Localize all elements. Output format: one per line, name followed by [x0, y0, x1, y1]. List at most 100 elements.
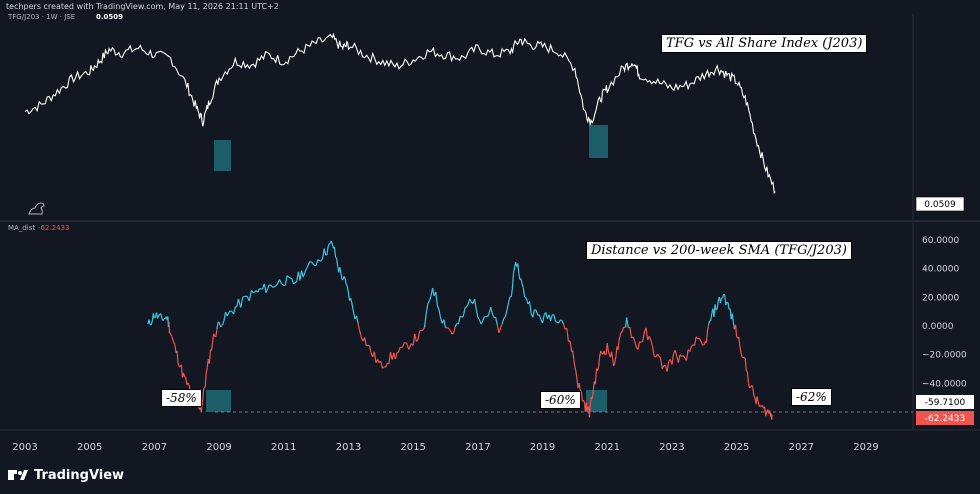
ma-dist-segment — [683, 356, 685, 358]
ma-dist-segment — [219, 322, 221, 327]
ma-dist-segment — [327, 247, 328, 254]
ma-dist-segment — [630, 327, 632, 338]
x-tick-label: 2005 — [77, 442, 102, 453]
ma-dist-segment — [739, 337, 740, 346]
ma-dist-segment — [512, 274, 513, 289]
ma-dist-segment — [488, 313, 490, 317]
ma-dist-segment — [243, 296, 245, 297]
ma-dist-segment — [279, 280, 281, 284]
ma-dist-segment — [703, 345, 705, 346]
ma-dist-segment — [576, 372, 577, 380]
ma-dist-segment — [649, 336, 651, 340]
ma-dist-segment — [260, 289, 262, 290]
ma-dist-segment — [465, 307, 467, 308]
ma-dist-segment — [171, 334, 172, 336]
ma-dist-segment — [460, 316, 462, 317]
ma-dist-segment — [183, 373, 184, 377]
ma-dist-segment — [241, 297, 243, 307]
ma-dist-segment — [513, 268, 514, 274]
ma-dist-segment — [604, 351, 605, 355]
ma-dist-segment — [620, 332, 621, 335]
ma-dist-segment — [455, 323, 457, 326]
ma-dist-segment — [444, 320, 446, 328]
ma-dist-segment — [407, 343, 409, 349]
ma-dist-segment — [324, 249, 326, 256]
ma-dist-segment — [347, 287, 348, 294]
ma-dist-segment — [587, 408, 588, 411]
ma-dist-segment — [173, 339, 174, 342]
ma-dist-segment — [230, 311, 232, 312]
ma-dist-segment — [224, 312, 226, 321]
ma-dist-segment — [217, 322, 218, 329]
ma-dist-segment — [522, 284, 523, 288]
footer-brand[interactable]: TradingView — [8, 466, 124, 484]
ma-dist-segment — [428, 301, 430, 304]
ma-dist-segment — [344, 276, 345, 279]
ma-dist-segment — [186, 377, 187, 385]
callout-2020: -60% — [540, 391, 581, 409]
ma-dist-segment — [720, 298, 721, 303]
ma-dist-segment — [732, 314, 733, 323]
ma-dist-segment — [439, 310, 441, 318]
ma-dist-segment — [615, 357, 616, 363]
ma-dist-segment — [358, 324, 360, 331]
ma-dist-segment — [574, 360, 575, 367]
ma-dist-segment — [395, 353, 397, 359]
ma-dist-segment — [405, 343, 407, 344]
ma-dist-segment — [389, 352, 391, 364]
ma-dist-segment — [277, 280, 279, 285]
ma-dist-segment — [205, 374, 206, 385]
ma-dist-segment — [750, 387, 751, 388]
lower-y-ticks: 60.000040.000020.00000.0000−20.0000−40.0… — [922, 236, 967, 389]
ma-dist-segment — [525, 297, 527, 298]
ma-dist-segment — [316, 260, 318, 266]
ma-dist-segment — [502, 319, 504, 325]
footer-brand-text: TradingView — [34, 468, 124, 483]
ma-dist-segment — [504, 317, 506, 319]
upper-last-price-text: 0.0509 — [924, 200, 956, 210]
ma-dist-segment — [622, 327, 623, 331]
lower-plot — [148, 241, 772, 420]
lower-level-line-text: -59.7100 — [925, 398, 966, 408]
ma-dist-segment — [616, 347, 617, 357]
ma-dist-segment — [539, 315, 541, 319]
ma-dist-segment — [163, 319, 164, 321]
ma-dist-segment — [533, 310, 535, 318]
ma-dist-segment — [744, 357, 745, 359]
upper-price-series[interactable] — [25, 34, 775, 192]
x-tick-label: 2009 — [206, 442, 231, 453]
y-tick-label: 40.0000 — [922, 265, 959, 275]
ma-dist-segment — [475, 299, 477, 309]
ma-dist-segment — [711, 313, 712, 320]
ma-dist-segment — [511, 289, 512, 297]
y-tick-label: −40.0000 — [922, 379, 967, 389]
highlight-box-2020-upper — [589, 125, 608, 158]
ma-dist-segment — [476, 309, 478, 317]
ma-dist-segment — [402, 343, 404, 348]
ma-dist-segment — [499, 328, 501, 333]
ma-dist-segment — [175, 345, 176, 353]
ma-dist-segment — [310, 262, 312, 263]
ma-dist-segment — [295, 281, 297, 282]
ma-dist-segment — [728, 303, 729, 310]
ma-dist-segment — [271, 285, 273, 287]
ma-dist-segment — [303, 271, 305, 277]
ma-dist-segment — [619, 335, 620, 340]
ma-dist-segment — [454, 327, 456, 333]
x-tick-label: 2011 — [271, 442, 296, 453]
ma-dist-segment — [641, 341, 643, 342]
callout-2008: -58% — [161, 389, 202, 407]
upper-annotation: TFG vs All Share Index (J203) — [661, 34, 867, 53]
ma-dist-segment — [275, 284, 277, 286]
ma-dist-segment — [149, 319, 150, 324]
ma-dist-segment — [312, 262, 314, 265]
ma-dist-segment — [353, 311, 355, 319]
ma-dist-segment — [282, 284, 284, 285]
upper-plot — [25, 34, 775, 192]
ma-dist-segment — [633, 337, 635, 341]
ma-dist-segment — [736, 325, 737, 337]
ma-dist-segment — [590, 397, 591, 405]
ma-dist-segment — [686, 350, 688, 361]
ma-dist-segment — [612, 352, 613, 359]
ma-dist-segment — [559, 320, 561, 323]
